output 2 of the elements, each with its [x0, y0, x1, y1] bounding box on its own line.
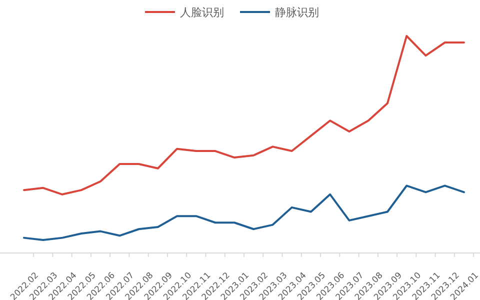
legend-label: 人脸识别 — [180, 6, 224, 19]
legend-label: 静脉识别 — [275, 6, 319, 19]
